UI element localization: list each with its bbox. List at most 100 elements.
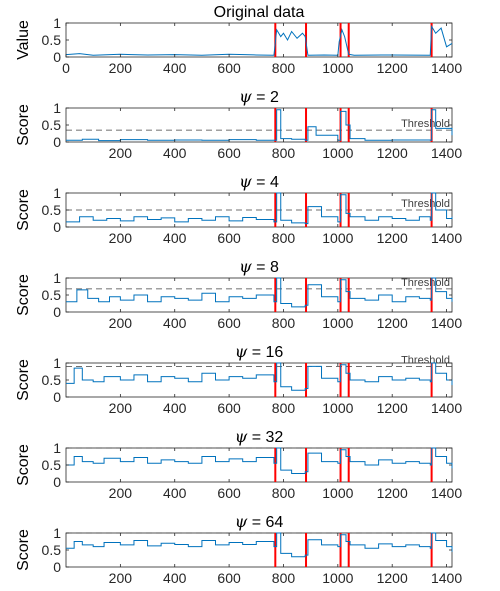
- subplot-1: Original data Value 0 200 400 600 800 1000 1200 1…: [15, 4, 462, 76]
- subplot-7: ψ = 64 Score 200 400 600 800 1000 1200 1400 00.51: [15, 512, 462, 586]
- y-axis-label: Score: [15, 359, 32, 401]
- y-tick-label: 0: [53, 49, 61, 65]
- y-tick-label: 0.5: [42, 457, 62, 473]
- psi-value: = 2: [252, 89, 279, 106]
- y-tick-label: 0.5: [42, 372, 62, 388]
- x-tick-label: 800: [272, 485, 296, 501]
- y-axis-label: Score: [15, 274, 32, 316]
- y-tick-label: 1: [53, 15, 61, 31]
- x-tick-label: 1000: [322, 485, 353, 501]
- x-tick-label: 400: [163, 400, 187, 416]
- subplot-title: ψ = 8: [239, 257, 279, 276]
- x-tick-label: 200: [109, 145, 133, 161]
- threshold-label: Threshold: [401, 118, 450, 130]
- psi-symbol: ψ: [239, 87, 252, 106]
- y-tick-label: 0: [53, 219, 61, 235]
- psi-symbol: ψ: [235, 512, 248, 531]
- x-tick-label: 400: [163, 60, 187, 76]
- y-tick-label: 0.5: [42, 117, 62, 133]
- x-tick-label: 400: [163, 315, 187, 331]
- x-tick-label: 800: [272, 230, 296, 246]
- series-line: [65, 24, 453, 56]
- subplot-title: ψ = 16: [235, 342, 284, 361]
- series-line: [66, 109, 453, 142]
- x-tick-label: 400: [163, 145, 187, 161]
- x-tick-label: 600: [217, 315, 241, 331]
- psi-symbol: ψ: [235, 427, 248, 446]
- psi-symbol: ψ: [235, 342, 248, 361]
- psi-value: = 8: [252, 259, 279, 276]
- subplot-3: ψ = 4 Score Threshold 200 400 600 800 1000 1200 1…: [15, 172, 462, 246]
- axes-box: [65, 22, 453, 58]
- x-tick-label: 1000: [322, 230, 353, 246]
- psi-symbol: ψ: [239, 172, 252, 191]
- y-tick-label: 0: [53, 134, 61, 150]
- threshold-label: Threshold: [401, 277, 450, 289]
- y-axis-label: Value: [15, 20, 32, 60]
- x-tick-label: 600: [217, 485, 241, 501]
- x-tick-label: 1200: [377, 145, 408, 161]
- y-tick-label: 0.5: [42, 287, 62, 303]
- y-tick-label: 0: [53, 474, 61, 490]
- x-tick-label: 1200: [377, 230, 408, 246]
- x-tick-label: 400: [163, 570, 187, 586]
- psi-value: = 64: [247, 514, 283, 531]
- y-tick-label: 1: [53, 185, 61, 201]
- x-tick-label: 600: [217, 60, 241, 76]
- series-line: [66, 362, 453, 391]
- x-tick-label: 800: [272, 570, 296, 586]
- x-tick-label: 1000: [322, 400, 353, 416]
- subplot-title: ψ = 4: [239, 172, 279, 191]
- x-tick-label: 200: [109, 400, 133, 416]
- x-tick-label: 200: [109, 60, 133, 76]
- x-tick-label: 200: [109, 485, 133, 501]
- subplot-2: ψ = 2 Score Threshold 200 400 600 800 1000 1200 1…: [15, 87, 462, 161]
- x-tick-label: 600: [217, 230, 241, 246]
- x-tick-label: 1400: [431, 570, 462, 586]
- x-tick-label: 1000: [322, 315, 353, 331]
- y-tick-label: 0.5: [42, 32, 62, 48]
- x-tick-label: 1200: [377, 315, 408, 331]
- subplot-6: ψ = 32 Score 200 400 600 800 1000 1200 1400 00.51: [15, 427, 462, 501]
- x-tick-label: 1200: [377, 570, 408, 586]
- y-tick-label: 1: [53, 440, 61, 456]
- series-line: [66, 447, 453, 474]
- subplot-title: ψ = 32: [235, 427, 284, 446]
- x-tick-label: 200: [109, 315, 133, 331]
- y-tick-label: 1: [53, 355, 61, 371]
- y-axis-label: Score: [15, 104, 32, 146]
- x-tick-label: 800: [272, 400, 296, 416]
- x-tick-label: 1400: [431, 315, 462, 331]
- psi-value: = 16: [247, 344, 283, 361]
- x-tick-label: 400: [163, 485, 187, 501]
- x-tick-label: 1200: [377, 485, 408, 501]
- psi-value: = 32: [247, 429, 283, 446]
- subplot-title: Original data: [214, 4, 305, 21]
- series-line: [66, 277, 453, 308]
- x-tick-label: 600: [217, 145, 241, 161]
- axes-box: [65, 447, 453, 483]
- y-tick-label: 1: [53, 100, 61, 116]
- x-tick-label: 1400: [431, 145, 462, 161]
- subplot-title: ψ = 64: [235, 512, 284, 531]
- x-tick-label: 800: [272, 60, 296, 76]
- axes-box: [65, 532, 453, 568]
- psi-value: = 4: [252, 174, 279, 191]
- subplot-title: ψ = 2: [239, 87, 279, 106]
- y-tick-label: 1: [53, 270, 61, 286]
- x-tick-label: 800: [272, 145, 296, 161]
- y-tick-label: 0: [53, 389, 61, 405]
- y-tick-label: 0: [53, 304, 61, 320]
- x-tick-label: 1000: [322, 60, 353, 76]
- x-tick-label: 200: [109, 230, 133, 246]
- subplot-4: ψ = 8 Score Threshold 200 400 600 800 1000 1200 1…: [15, 257, 462, 331]
- x-tick-label: 1400: [431, 230, 462, 246]
- x-tick-label: 1000: [322, 145, 353, 161]
- axes-box: [65, 107, 453, 143]
- threshold-label: Threshold: [401, 198, 450, 210]
- x-tick-label: 200: [109, 570, 133, 586]
- x-tick-label: 400: [163, 230, 187, 246]
- x-tick-label: 600: [217, 400, 241, 416]
- y-axis-label: Score: [15, 189, 32, 231]
- x-tick-label: 1400: [431, 400, 462, 416]
